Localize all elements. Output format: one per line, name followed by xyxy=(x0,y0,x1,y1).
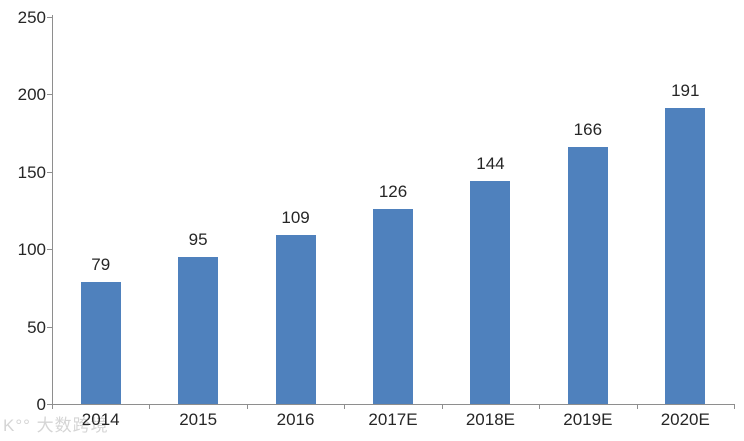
watermark: K°° 大数跨境 xyxy=(3,411,109,436)
bar-value-label: 166 xyxy=(573,120,603,140)
y-tick-mark xyxy=(47,94,52,96)
bar-value-label: 109 xyxy=(281,208,310,228)
x-tick-mark xyxy=(344,404,346,409)
x-tick-mark xyxy=(539,404,541,409)
bar-value-label: 95 xyxy=(188,229,208,249)
x-tick-mark xyxy=(441,404,443,409)
bar xyxy=(178,256,219,404)
bar xyxy=(665,108,706,404)
y-tick-label: 100 xyxy=(17,240,46,260)
y-tick-mark xyxy=(47,326,52,328)
x-tick-mark xyxy=(52,404,53,409)
x-tick-mark xyxy=(636,404,638,409)
bar xyxy=(275,235,316,404)
x-tick-mark xyxy=(734,404,735,409)
y-axis-line xyxy=(52,15,53,404)
x-category-label: 2016 xyxy=(276,410,315,429)
y-tick-label: 150 xyxy=(17,162,46,182)
x-tick-mark xyxy=(246,404,248,409)
bar-value-label: 144 xyxy=(476,154,505,174)
x-axis-line xyxy=(52,404,734,405)
y-tick-mark xyxy=(47,171,52,173)
watermark-logo-icon: K°° xyxy=(3,416,31,435)
bar-value-label: 191 xyxy=(671,81,700,101)
y-tick-mark xyxy=(47,404,52,405)
x-tick-mark xyxy=(149,404,151,409)
watermark-text: 大数跨境 xyxy=(36,416,109,435)
bar xyxy=(80,281,121,404)
bar xyxy=(567,147,608,404)
x-category-label: 2014 xyxy=(81,410,120,429)
bar-value-label: 126 xyxy=(378,181,408,201)
x-category-label: 2018E xyxy=(465,410,515,429)
y-tick-label: 50 xyxy=(27,317,46,337)
bar xyxy=(470,181,511,404)
bar-value-label: 79 xyxy=(91,254,111,274)
y-tick-label: 0 xyxy=(36,395,46,414)
y-tick-mark xyxy=(47,17,52,18)
x-category-label: 2017E xyxy=(368,410,418,429)
x-category-label: 2015 xyxy=(179,410,218,429)
x-category-label: 2020E xyxy=(660,410,710,429)
y-tick-label: 250 xyxy=(17,8,46,27)
y-tick-mark xyxy=(47,249,52,251)
bar xyxy=(373,208,413,404)
y-tick-label: 200 xyxy=(17,85,46,105)
x-category-label: 2019E xyxy=(563,410,613,429)
